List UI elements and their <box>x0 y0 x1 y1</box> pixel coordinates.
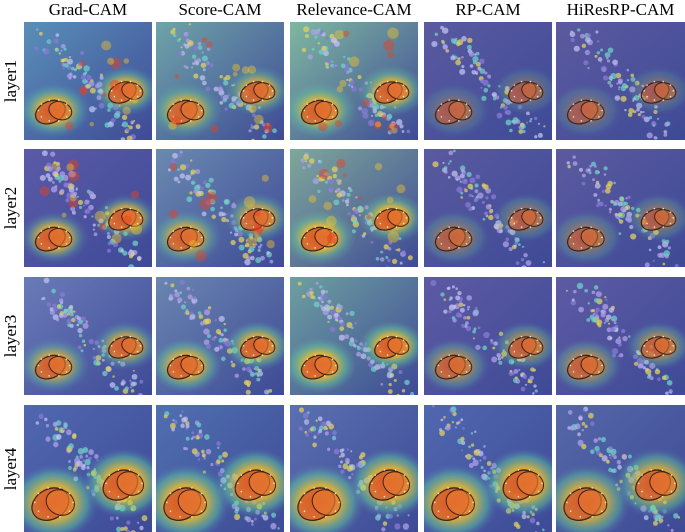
heatmap-rp-cam-layer3 <box>424 277 552 395</box>
heatmap-rp-cam-layer2 <box>424 149 552 267</box>
heatmap-grad-cam-layer2 <box>24 149 152 267</box>
row-label-layer2: layer2 <box>1 186 21 230</box>
heatmap-hiresrp-cam-layer3 <box>556 277 685 395</box>
heatmap-score-cam-layer4 <box>156 405 284 532</box>
heatmap-relevance-cam-layer3 <box>290 277 418 395</box>
heatmap-score-cam-layer3 <box>156 277 284 395</box>
heatmap-rp-cam-layer4 <box>424 405 552 532</box>
heatmap-relevance-cam-layer2 <box>290 149 418 267</box>
column-header-grad-cam: Grad-CAM <box>48 0 128 19</box>
heatmap-hiresrp-cam-layer4 <box>556 405 685 532</box>
heatmap-hiresrp-cam-layer2 <box>556 149 685 267</box>
row-label-layer3: layer3 <box>1 314 21 358</box>
column-header-hiresrp-cam: HiResRP-CAM <box>566 0 675 19</box>
heatmap-grad-cam-layer4 <box>24 405 152 532</box>
heatmap-hiresrp-cam-layer1 <box>556 22 685 140</box>
heatmap-score-cam-layer2 <box>156 149 284 267</box>
row-label-layer4: layer4 <box>1 447 21 490</box>
column-header-relevance-cam: Relevance-CAM <box>296 0 412 19</box>
heatmap-relevance-cam-layer4 <box>290 405 418 532</box>
column-header-rp-cam: RP-CAM <box>455 0 521 19</box>
heatmap-rp-cam-layer1 <box>424 22 552 140</box>
heatmap-relevance-cam-layer1 <box>290 22 418 140</box>
heatmap-score-cam-layer1 <box>156 22 284 140</box>
row-label-layer1: layer1 <box>1 59 21 103</box>
heatmap-grad-cam-layer3 <box>24 277 152 395</box>
heatmap-grad-cam-layer1 <box>24 22 152 140</box>
column-header-score-cam: Score-CAM <box>178 0 262 19</box>
